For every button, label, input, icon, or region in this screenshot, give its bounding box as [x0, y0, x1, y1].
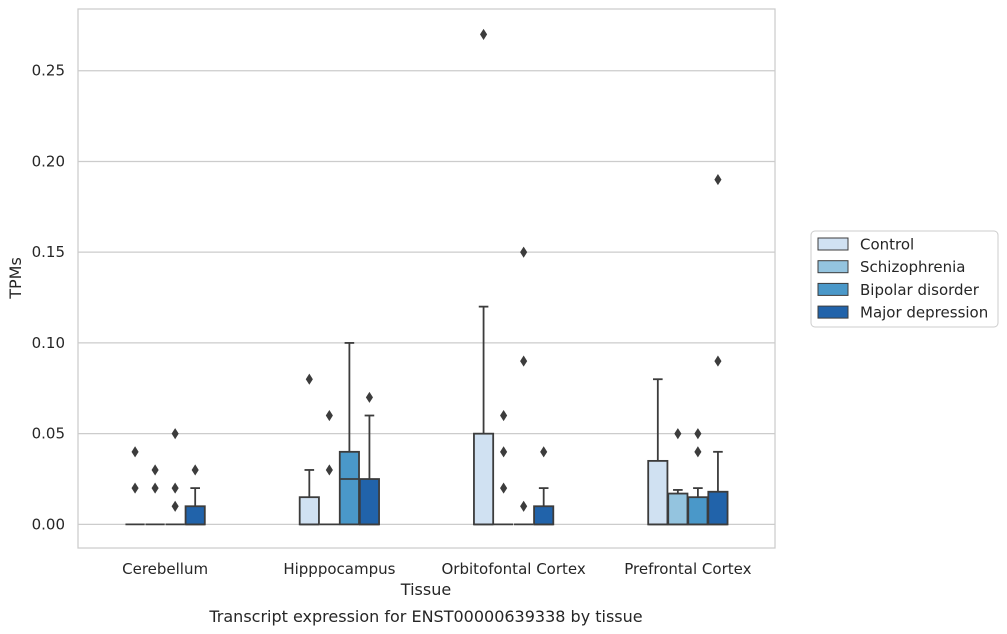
outlier-point	[171, 428, 179, 440]
legend-swatch	[817, 260, 849, 274]
y-tick-label: 0.20	[32, 152, 65, 170]
outlier-point	[714, 355, 722, 367]
legend-frame	[810, 230, 999, 328]
box-3-1	[667, 428, 689, 526]
box-1-2	[338, 342, 360, 526]
box-body	[667, 492, 689, 526]
outlier-point	[131, 482, 139, 494]
box-2-3	[533, 446, 555, 526]
outlier-point	[520, 246, 528, 258]
box-0-0	[125, 446, 145, 526]
box-body	[338, 450, 360, 526]
box-body	[358, 478, 380, 526]
x-tick-label: Orbitofontal Cortex	[442, 560, 586, 578]
outlier-point	[325, 464, 333, 476]
chart-caption: Transcript expression for ENST0000063933…	[208, 607, 642, 626]
box-body	[707, 490, 729, 526]
box-1-1	[319, 409, 339, 526]
outlier-point	[305, 373, 313, 385]
plot-frame	[77, 8, 776, 549]
legend: Control Schizophrenia Bipolar disorder Majo…	[810, 230, 999, 328]
y-tick-labels: 0.00 0.05 0.10 0.15 0.20 0.25	[32, 62, 65, 534]
y-axis-label: TPMs	[6, 257, 25, 300]
y-tick-label: 0.05	[32, 425, 65, 443]
legend-swatch	[817, 305, 849, 319]
legend-label: Schizophrenia	[860, 258, 965, 276]
y-tick-label: 0.15	[32, 243, 65, 261]
box-3-0	[647, 378, 669, 526]
box-body	[647, 459, 669, 526]
box-2-1	[493, 409, 514, 526]
outlier-point	[365, 391, 373, 403]
box-3-3	[707, 174, 729, 526]
x-tick-label: Cerebellum	[122, 560, 208, 578]
outlier-point	[480, 28, 488, 40]
box-0-3	[184, 464, 206, 526]
box-marks	[125, 28, 729, 526]
legend-swatch	[817, 282, 849, 296]
outlier-point	[674, 428, 682, 440]
y-tick-label: 0.00	[32, 515, 65, 533]
outlier-point	[520, 355, 528, 367]
outlier-point	[694, 428, 702, 440]
box-2-0	[473, 28, 495, 526]
box-0-1	[145, 464, 165, 526]
box-2-2	[514, 246, 534, 526]
box-1-3	[358, 391, 380, 526]
y-tick-label: 0.10	[32, 334, 65, 352]
outlier-point	[151, 482, 159, 494]
legend-label: Control	[860, 236, 914, 254]
gridlines	[78, 70, 775, 526]
x-tick-label: Hipppocampus	[283, 560, 395, 578]
box-body	[473, 432, 495, 526]
outlier-point	[325, 409, 333, 422]
box-body	[184, 505, 206, 526]
outlier-point	[151, 464, 159, 476]
outlier-point	[500, 482, 508, 494]
outlier-point	[500, 446, 508, 458]
x-tick-label: Prefrontal Cortex	[624, 560, 751, 578]
outlier-point	[540, 446, 548, 458]
outlier-point	[714, 174, 722, 186]
x-tick-labels: Cerebellum Hipppocampus Orbitofontal Corte…	[122, 560, 751, 578]
outlier-point	[171, 482, 179, 494]
outlier-point	[171, 500, 179, 512]
outlier-point	[191, 464, 199, 476]
legend-label: Major depression	[860, 304, 988, 322]
x-axis-label: Tissue	[400, 580, 451, 599]
box-0-2	[165, 428, 185, 526]
box-body	[687, 496, 709, 526]
y-tick-label: 0.25	[32, 62, 65, 80]
box-body	[533, 505, 555, 526]
box-body	[298, 496, 320, 526]
box-3-2	[687, 428, 709, 526]
box-1-0	[298, 373, 320, 526]
outlier-point	[131, 446, 139, 458]
outlier-point	[520, 500, 528, 512]
outlier-point	[500, 409, 508, 422]
outlier-point	[694, 446, 702, 458]
legend-swatch	[817, 237, 849, 251]
legend-label: Bipolar disorder	[860, 281, 980, 299]
